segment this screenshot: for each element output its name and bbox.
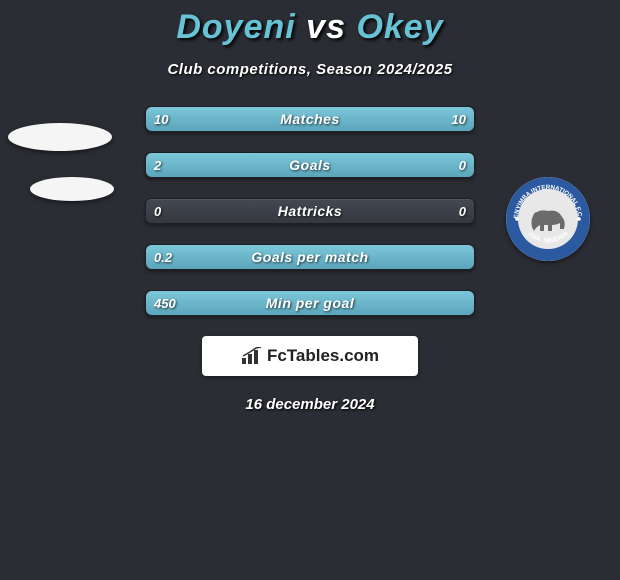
stat-label: Matches <box>146 107 474 131</box>
stat-label: Hattricks <box>146 199 474 223</box>
logo-text: FcTables.com <box>267 346 379 366</box>
stat-row: 20Goals <box>145 152 475 178</box>
stat-row: 1010Matches <box>145 106 475 132</box>
player1-name: Doyeni <box>176 8 295 46</box>
subtitle: Club competitions, Season 2024/2025 <box>0 61 620 78</box>
date-label: 16 december 2024 <box>0 396 620 413</box>
player2-name: Okey <box>356 8 443 46</box>
stat-label: Goals per match <box>146 245 474 269</box>
source-logo: FcTables.com <box>202 336 418 376</box>
comparison-title: Doyeni vs Okey <box>0 0 620 47</box>
vs-label: vs <box>306 8 346 46</box>
bar-chart-icon <box>241 347 263 365</box>
stat-row: 00Hattricks <box>145 198 475 224</box>
stat-row: 450Min per goal <box>145 290 475 316</box>
stat-label: Goals <box>146 153 474 177</box>
stat-label: Min per goal <box>146 291 474 315</box>
stats-container: 1010Matches 20Goals 00Hattricks 0.2Goals pe… <box>0 106 620 316</box>
stat-row: 0.2Goals per match <box>145 244 475 270</box>
